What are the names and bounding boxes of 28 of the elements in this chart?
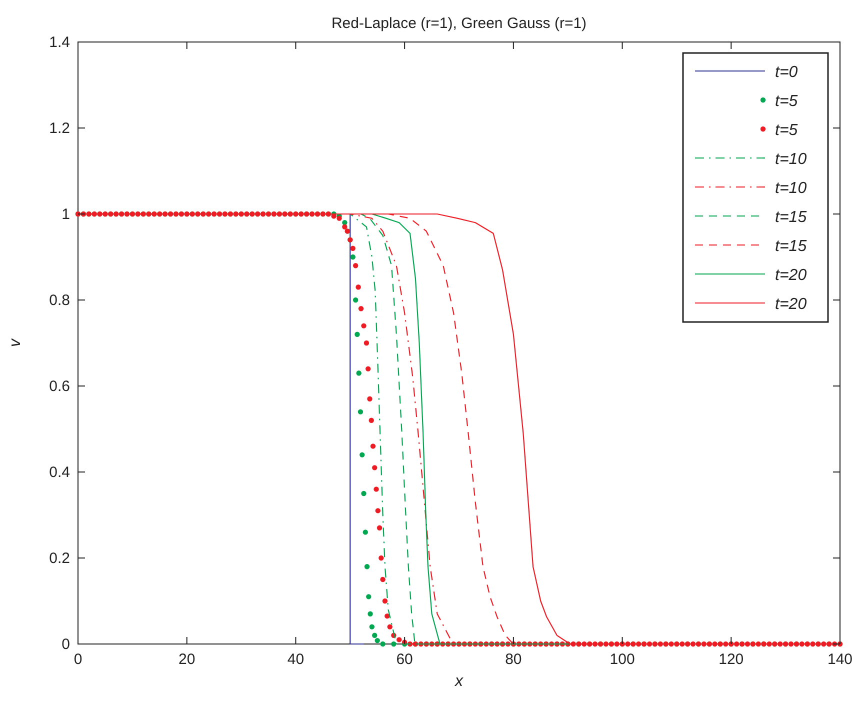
legend-label: t=20 xyxy=(775,267,807,284)
legend-label: t=5 xyxy=(775,122,798,139)
x-tick-label: 140 xyxy=(827,651,853,668)
legend-label: t=0 xyxy=(775,64,798,81)
chart-title: Red-Laplace (r=1), Green Gauss (r=1) xyxy=(331,15,587,32)
y-tick-label: 1.2 xyxy=(49,120,70,137)
y-tick-label: 0.2 xyxy=(49,550,70,567)
y-tick-label: 1.4 xyxy=(49,34,70,51)
legend-label: t=5 xyxy=(775,93,798,110)
legend-label: t=15 xyxy=(775,209,807,226)
y-tick-label: 1 xyxy=(62,206,70,223)
x-tick-label: 60 xyxy=(396,651,413,668)
y-tick-label: 0 xyxy=(62,636,70,653)
y-tick-label: 0.6 xyxy=(49,378,70,395)
legend-label: t=20 xyxy=(775,296,807,313)
legend-label: t=10 xyxy=(775,180,807,197)
x-tick-label: 100 xyxy=(610,651,635,668)
y-axis-title: v xyxy=(7,338,24,347)
x-tick-label: 120 xyxy=(718,651,744,668)
x-tick-label: 80 xyxy=(505,651,522,668)
legend-label: t=15 xyxy=(775,238,807,255)
y-tick-label: 0.8 xyxy=(49,292,70,309)
legend-label: t=10 xyxy=(775,151,807,168)
x-tick-label: 0 xyxy=(74,651,82,668)
y-tick-label: 0.4 xyxy=(49,464,70,481)
x-tick-label: 20 xyxy=(178,651,196,668)
x-tick-label: 40 xyxy=(287,651,304,668)
x-axis-title: x xyxy=(454,673,464,690)
